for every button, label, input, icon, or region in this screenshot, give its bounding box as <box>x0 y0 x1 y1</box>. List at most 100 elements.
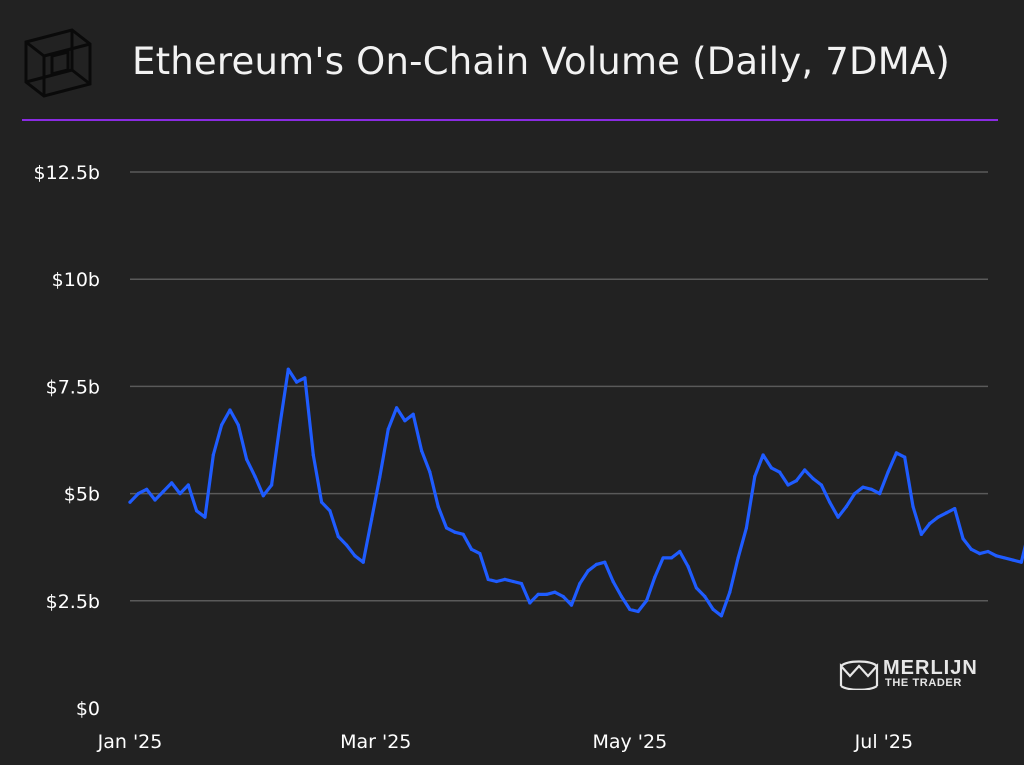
data-point <box>361 560 365 564</box>
data-point <box>661 556 665 560</box>
data-point <box>953 507 957 511</box>
data-point <box>544 592 549 596</box>
watermark: MERLIJN THE TRADER <box>838 657 992 690</box>
data-point <box>569 603 574 607</box>
data-point <box>861 485 865 489</box>
data-point <box>553 590 557 594</box>
data-point <box>136 492 140 496</box>
data-point <box>811 476 815 481</box>
data-point <box>336 534 340 539</box>
data-point <box>411 412 415 416</box>
data-point <box>478 552 482 556</box>
data-point <box>878 492 882 496</box>
data-point <box>744 526 749 530</box>
y-tick-label: $5b <box>64 484 100 506</box>
data-point <box>961 537 965 541</box>
data-point <box>819 483 823 487</box>
data-point <box>461 532 465 536</box>
data-point <box>719 614 724 618</box>
data-point <box>653 575 657 579</box>
data-point <box>603 560 607 564</box>
data-point <box>145 487 149 491</box>
data-point <box>844 504 848 509</box>
data-point <box>611 579 615 584</box>
data-point <box>694 586 699 590</box>
data-point <box>794 479 799 483</box>
data-point <box>211 453 215 457</box>
data-point <box>494 579 499 584</box>
data-point <box>669 556 674 560</box>
y-tick-label: $0 <box>76 698 100 720</box>
x-tick-label: Mar '25 <box>340 731 411 753</box>
data-point <box>153 498 157 502</box>
data-point <box>386 427 390 431</box>
data-point <box>786 483 790 487</box>
data-point <box>503 577 507 581</box>
data-point <box>619 594 624 599</box>
y-tick-label: $7.5b <box>46 376 100 398</box>
data-point <box>736 556 740 560</box>
data-point <box>594 562 599 566</box>
data-point <box>528 601 532 605</box>
data-point <box>270 483 274 487</box>
y-tick-label: $10b <box>52 269 100 291</box>
data-point <box>344 543 349 547</box>
data-point <box>1011 558 1015 562</box>
data-point <box>936 515 940 519</box>
page-title: Ethereum's On-Chain Volume (Daily, 7DMA) <box>132 40 950 83</box>
data-point <box>761 453 765 457</box>
data-point <box>703 594 707 599</box>
watermark-subtitle: THE TRADER <box>885 677 962 689</box>
data-point <box>903 455 907 459</box>
data-point <box>711 607 715 611</box>
data-point <box>428 470 432 474</box>
data-point <box>1019 560 1023 564</box>
data-point <box>986 549 990 554</box>
data-point <box>419 449 424 453</box>
data-point <box>886 470 890 474</box>
data-point <box>969 547 973 551</box>
data-point <box>578 582 582 586</box>
data-point <box>178 492 182 496</box>
data-point <box>753 474 757 479</box>
data-point <box>186 483 190 487</box>
data-point <box>128 500 132 504</box>
data-point <box>486 577 490 581</box>
header-divider <box>22 119 998 121</box>
data-point <box>994 554 998 558</box>
data-point <box>836 515 840 519</box>
y-tick-label: $12.5b <box>34 162 100 184</box>
data-point <box>203 515 207 519</box>
merlijn-logo-icon <box>839 660 879 690</box>
data-point <box>303 376 307 380</box>
wireframe-cube-icon <box>24 28 92 98</box>
data-point <box>261 494 265 498</box>
data-point <box>253 474 257 479</box>
data-point <box>803 468 807 472</box>
data-point <box>1003 556 1007 560</box>
watermark-name: MERLIJN <box>883 657 978 679</box>
data-point <box>728 590 732 594</box>
data-point <box>469 547 474 551</box>
data-point <box>286 367 290 371</box>
data-point <box>561 594 565 599</box>
data-point <box>944 511 948 515</box>
data-point <box>278 423 282 427</box>
data-point <box>403 419 407 423</box>
data-point <box>444 526 449 530</box>
data-point <box>919 532 923 536</box>
data-point <box>245 457 249 461</box>
data-point <box>195 509 199 513</box>
x-tick-label: Jul '25 <box>854 731 913 753</box>
data-point <box>853 492 857 496</box>
data-point <box>894 451 898 455</box>
data-point <box>911 504 915 509</box>
data-point <box>353 554 357 558</box>
data-point <box>236 423 240 427</box>
data-point <box>628 607 632 611</box>
data-point <box>378 474 382 479</box>
data-point <box>161 489 165 494</box>
data-point <box>536 592 540 596</box>
data-point <box>644 599 649 603</box>
data-point <box>636 609 640 614</box>
